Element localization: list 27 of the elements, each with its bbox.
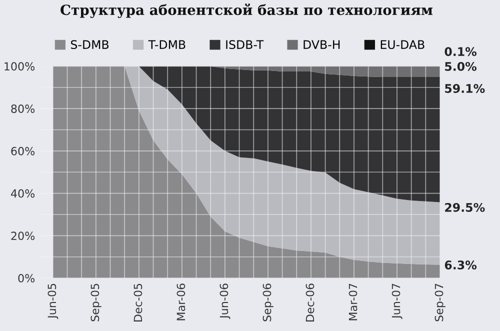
- x-tick-label: Jun-06: [220, 284, 230, 319]
- y-tick-label: 80%: [11, 104, 35, 113]
- x-tick-label: Jun-07: [392, 284, 402, 319]
- x-tick-label: Sep-06: [262, 284, 274, 322]
- data-label: 6.3%: [444, 260, 477, 270]
- legend-label: ISDB-T: [226, 40, 264, 50]
- chart-title: Структура абонентской базы по технологиям: [60, 4, 433, 18]
- legend-label: T-DMB: [148, 40, 186, 49]
- data-label: 0.1%: [444, 47, 477, 56]
- legend-label: EU-DAB: [380, 40, 424, 50]
- y-tick-label: 100%: [4, 62, 35, 71]
- y-tick-label: 20%: [11, 232, 35, 240]
- x-tick-label: Sep-05: [90, 284, 102, 322]
- x-tick-label: Sep-07: [434, 284, 446, 322]
- data-label: 29.5%: [445, 202, 485, 212]
- x-tick-label: Mar-06: [176, 284, 186, 320]
- legend-label: DVB-H: [304, 40, 340, 49]
- data-label: 59.1%: [445, 84, 485, 93]
- x-tick-label: Jun-05: [48, 284, 58, 319]
- x-tick-label: Dec-06: [306, 284, 314, 322]
- y-tick-label: 60%: [11, 146, 35, 156]
- data-label: 5.0%: [445, 62, 477, 71]
- y-tick-label: 40%: [10, 189, 35, 198]
- y-tick-label: 0%: [18, 274, 35, 282]
- legend-label: S-DMB: [71, 40, 109, 50]
- x-tick-label: Dec-05: [134, 284, 142, 322]
- x-tick-label: Mar-07: [348, 284, 358, 320]
